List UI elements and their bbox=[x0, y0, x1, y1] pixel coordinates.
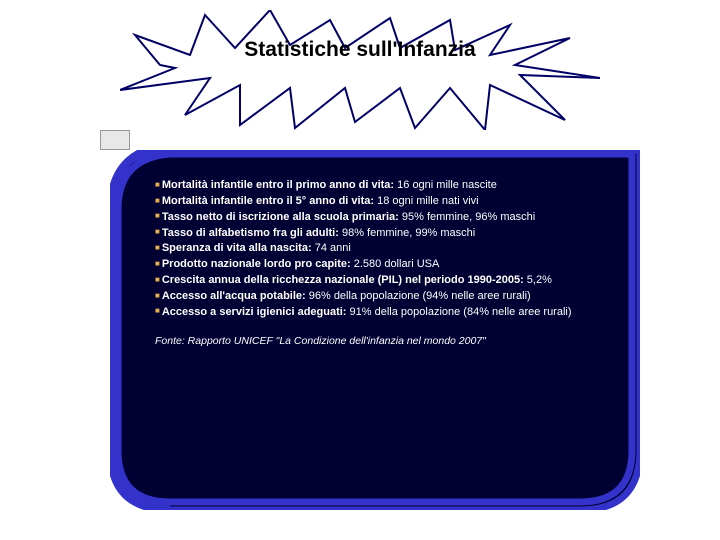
bullet-item: ■Accesso a servizi igienici adeguati: 91… bbox=[155, 305, 615, 320]
bullet-marker-icon: ■ bbox=[155, 180, 160, 189]
bullet-rest-text: 98% femmine, 99% maschi bbox=[339, 227, 475, 239]
bullet-marker-icon: ■ bbox=[155, 306, 160, 315]
bullet-rest-text: 95% femmine, 96% maschi bbox=[399, 211, 535, 223]
bullet-item: ■Mortalità infantile entro il primo anno… bbox=[155, 178, 615, 193]
bullet-rest-text: 91% della popolazione (84% nelle aree ru… bbox=[346, 306, 571, 318]
slide: Statistiche sull'Infanzia ■Mortalità inf… bbox=[0, 0, 720, 540]
bullet-marker-icon: ■ bbox=[155, 211, 160, 220]
bullet-bold-text: Crescita annua della ricchezza nazionale… bbox=[162, 274, 524, 286]
bullet-rest-text: 96% della popolazione (94% nelle aree ru… bbox=[306, 290, 531, 302]
bullet-marker-icon: ■ bbox=[155, 259, 160, 268]
bullet-bold-text: Tasso di alfabetismo fra gli adulti: bbox=[162, 227, 339, 239]
decorative-rect bbox=[100, 130, 130, 150]
bullet-marker-icon: ■ bbox=[155, 196, 160, 205]
bullet-marker-icon: ■ bbox=[155, 291, 160, 300]
bullet-item: ■Accesso all'acqua potabile: 96% della p… bbox=[155, 289, 615, 304]
bullet-bold-text: Speranza di vita alla nascita: bbox=[162, 242, 312, 254]
bullet-item: ■Mortalità infantile entro il 5° anno di… bbox=[155, 194, 615, 209]
bullet-bold-text: Prodotto nazionale lordo pro capite: bbox=[162, 258, 351, 270]
bullet-marker-icon: ■ bbox=[155, 227, 160, 236]
bullet-list: ■Mortalità infantile entro il primo anno… bbox=[155, 178, 615, 320]
bullet-item: ■Prodotto nazionale lordo pro capite: 2.… bbox=[155, 257, 615, 272]
bullet-item: ■Crescita annua della ricchezza nazional… bbox=[155, 273, 615, 288]
source-citation: Fonte: Rapporto UNICEF "La Condizione de… bbox=[155, 334, 615, 348]
bullet-rest-text: 5,2% bbox=[524, 274, 552, 286]
bullet-marker-icon: ■ bbox=[155, 275, 160, 284]
content-area: ■Mortalità infantile entro il primo anno… bbox=[155, 178, 615, 348]
bullet-bold-text: Mortalità infantile entro il 5° anno di … bbox=[162, 195, 374, 207]
bullet-item: ■Tasso netto di iscrizione alla scuola p… bbox=[155, 210, 615, 225]
bullet-item: ■Tasso di alfabetismo fra gli adulti: 98… bbox=[155, 226, 615, 241]
bullet-rest-text: 16 ogni mille nascite bbox=[394, 179, 497, 191]
bullet-marker-icon: ■ bbox=[155, 243, 160, 252]
bullet-item: ■Speranza di vita alla nascita: 74 anni bbox=[155, 241, 615, 256]
title-burst-shape bbox=[120, 10, 600, 130]
bullet-rest-text: 18 ogni mille nati vivi bbox=[374, 195, 479, 207]
bullet-rest-text: 74 anni bbox=[312, 242, 351, 254]
slide-title: Statistiche sull'Infanzia bbox=[244, 38, 475, 62]
bullet-bold-text: Accesso all'acqua potabile: bbox=[162, 290, 306, 302]
bullet-rest-text: 2.580 dollari USA bbox=[351, 258, 440, 270]
bullet-bold-text: Tasso netto di iscrizione alla scuola pr… bbox=[162, 211, 399, 223]
bullet-bold-text: Accesso a servizi igienici adeguati: bbox=[162, 306, 347, 318]
bullet-bold-text: Mortalità infantile entro il primo anno … bbox=[162, 179, 394, 191]
